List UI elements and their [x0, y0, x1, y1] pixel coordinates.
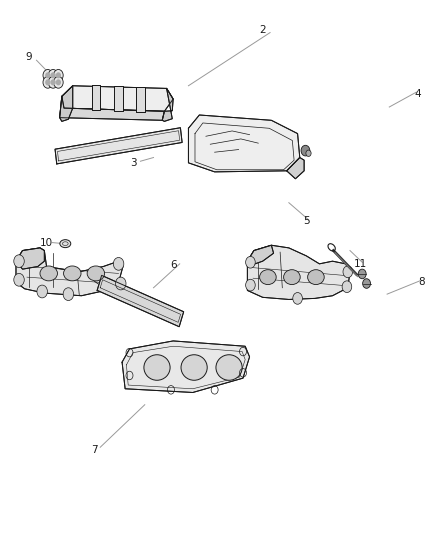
- Polygon shape: [97, 276, 184, 327]
- Circle shape: [51, 80, 55, 85]
- Ellipse shape: [87, 266, 105, 281]
- Polygon shape: [287, 158, 304, 179]
- Circle shape: [53, 69, 63, 81]
- Circle shape: [363, 279, 371, 288]
- Ellipse shape: [216, 355, 242, 380]
- Ellipse shape: [64, 266, 81, 281]
- Polygon shape: [247, 245, 274, 265]
- Text: 5: 5: [303, 216, 310, 227]
- Polygon shape: [188, 115, 300, 172]
- Ellipse shape: [60, 240, 71, 248]
- Circle shape: [14, 255, 24, 268]
- Circle shape: [57, 80, 60, 85]
- Polygon shape: [114, 86, 123, 111]
- Polygon shape: [62, 86, 173, 111]
- Ellipse shape: [40, 266, 57, 281]
- Polygon shape: [122, 341, 250, 392]
- Ellipse shape: [181, 355, 207, 380]
- Text: 9: 9: [26, 52, 32, 61]
- Circle shape: [57, 73, 60, 78]
- Text: 11: 11: [354, 259, 367, 269]
- Polygon shape: [60, 96, 164, 120]
- Polygon shape: [60, 86, 73, 122]
- Polygon shape: [92, 85, 100, 110]
- Circle shape: [246, 279, 255, 291]
- Circle shape: [43, 69, 53, 81]
- Polygon shape: [247, 245, 350, 300]
- Circle shape: [51, 73, 55, 78]
- Polygon shape: [162, 88, 173, 122]
- Circle shape: [293, 293, 302, 304]
- Circle shape: [113, 257, 124, 270]
- Circle shape: [246, 256, 255, 268]
- Ellipse shape: [307, 270, 324, 285]
- Circle shape: [48, 69, 58, 81]
- Polygon shape: [55, 128, 182, 164]
- Polygon shape: [16, 248, 44, 269]
- Circle shape: [63, 288, 74, 301]
- Circle shape: [358, 269, 366, 279]
- Circle shape: [342, 281, 352, 293]
- Text: 8: 8: [419, 278, 425, 287]
- Polygon shape: [136, 87, 145, 111]
- Polygon shape: [16, 248, 123, 296]
- Circle shape: [301, 146, 310, 156]
- Circle shape: [46, 80, 50, 85]
- Circle shape: [14, 273, 24, 286]
- Circle shape: [116, 277, 126, 290]
- Text: 4: 4: [414, 88, 421, 99]
- Circle shape: [48, 77, 58, 88]
- Circle shape: [43, 77, 53, 88]
- Ellipse shape: [284, 270, 300, 285]
- Text: 2: 2: [259, 25, 266, 35]
- Text: 3: 3: [131, 158, 137, 168]
- Circle shape: [343, 266, 353, 278]
- Circle shape: [53, 77, 63, 88]
- Circle shape: [37, 285, 47, 298]
- Circle shape: [46, 73, 50, 78]
- Text: 6: 6: [170, 261, 177, 270]
- Ellipse shape: [260, 270, 276, 285]
- Circle shape: [306, 150, 311, 157]
- Text: 7: 7: [91, 445, 98, 455]
- Ellipse shape: [144, 355, 170, 380]
- Text: 10: 10: [40, 238, 53, 247]
